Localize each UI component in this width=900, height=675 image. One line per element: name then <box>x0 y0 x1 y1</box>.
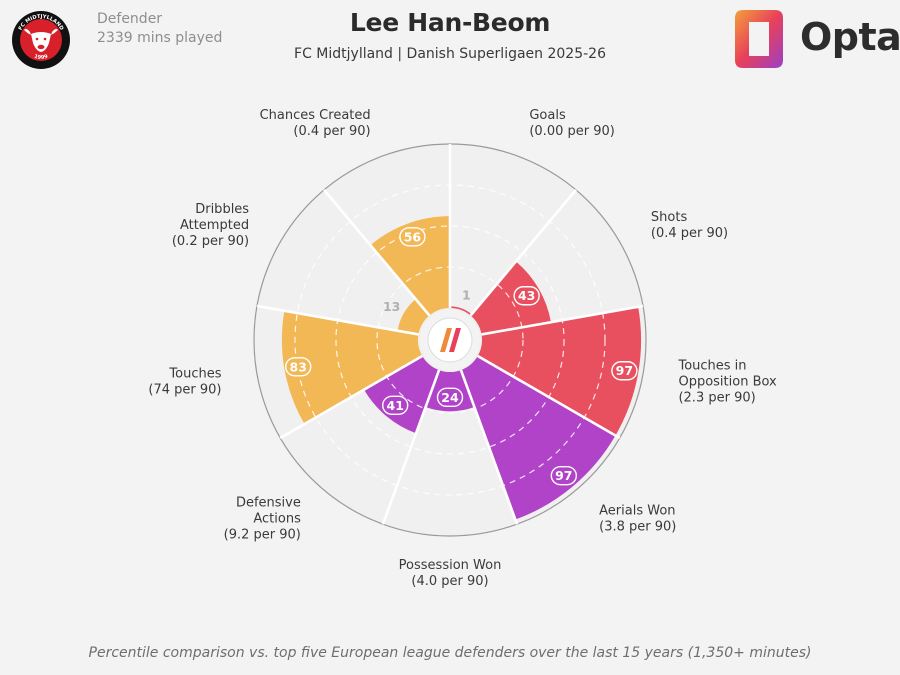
metric-label-5: Actions <box>253 512 301 527</box>
metric-detail-1: (0.4 per 90) <box>651 226 728 241</box>
bar-1 <box>470 261 551 335</box>
bar-2 <box>477 306 642 436</box>
metric-detail-4: (4.0 per 90) <box>411 574 488 589</box>
metric-label-7: Attempted <box>180 218 249 233</box>
value-label-6: 83 <box>290 359 307 374</box>
value-label-1: 43 <box>518 288 535 303</box>
metric-detail-2: (2.3 per 90) <box>678 390 755 405</box>
minutes-played: 2339 mins played <box>97 30 223 46</box>
value-label-0: 1 <box>462 288 471 303</box>
metric-label-8: Chances Created <box>260 108 371 123</box>
value-pill-3 <box>550 465 578 486</box>
value-pill-6 <box>285 357 312 377</box>
value-label-5: 41 <box>387 398 404 413</box>
wedge-separator-7 <box>256 304 419 336</box>
badge-bottom-text: 1999 <box>33 54 49 61</box>
wedge-separator-2 <box>481 304 644 336</box>
metric-label-1: Shots <box>651 210 688 225</box>
metric-label-3: Aerials Won <box>599 504 675 519</box>
wedge-separator-8 <box>323 189 431 317</box>
value-pill-8 <box>399 227 426 247</box>
metric-detail-6: (74 per 90) <box>148 382 221 397</box>
value-label-8: 56 <box>404 229 422 244</box>
bar-3 <box>460 356 616 520</box>
bar-0 <box>450 306 472 316</box>
bar-8 <box>370 216 450 316</box>
svg-text:1999: 1999 <box>33 54 49 61</box>
value-pill-2 <box>611 361 638 381</box>
wedge-separator-3 <box>477 354 621 440</box>
value-label-2: 97 <box>616 363 633 378</box>
hub-circle <box>427 317 473 363</box>
metric-detail-0: (0.00 per 90) <box>529 124 615 139</box>
bull-head-icon <box>24 28 58 52</box>
wedge-separator-6 <box>279 354 423 440</box>
value-label-7: 13 <box>383 299 400 314</box>
opta-logo-icon <box>735 10 783 68</box>
wedge-separator-5 <box>381 369 441 525</box>
value-label-3: 97 <box>555 468 572 483</box>
gridline-50 <box>335 225 565 455</box>
value-pill-1 <box>513 286 540 306</box>
value-pill-4 <box>436 387 464 408</box>
value-pill-5 <box>382 395 409 415</box>
team-competition: FC Midtjylland | Danish Superligaen 2025… <box>294 46 606 62</box>
metric-label-0: Goals <box>529 108 566 123</box>
opta-brand-text: Opta <box>800 15 900 59</box>
page-title: Lee Han-Beom <box>349 8 551 37</box>
metric-label-7: Dribbles <box>195 202 249 217</box>
metric-label-2: Opposition Box <box>678 374 777 389</box>
metric-label-2: Touches in <box>677 358 746 373</box>
player-position: Defender <box>97 11 163 27</box>
value-label-4: 24 <box>441 390 459 405</box>
metric-detail-8: (0.4 per 90) <box>293 124 370 139</box>
metric-detail-5: (9.2 per 90) <box>224 528 301 543</box>
metric-label-6: Touches <box>168 366 221 381</box>
wedge-separator-4 <box>459 369 519 525</box>
metric-detail-3: (3.8 per 90) <box>599 520 676 535</box>
metric-label-5: Defensive <box>236 496 301 511</box>
opta-mark-icon <box>440 328 461 352</box>
player-meta: Defender 2339 mins played <box>97 10 222 48</box>
club-badge: FC MIDTJYLLAND 1999 <box>12 11 70 69</box>
metric-detail-7: (0.2 per 90) <box>172 234 249 249</box>
metric-label-4: Possession Won <box>399 558 502 573</box>
wedge-separator-1 <box>469 189 577 317</box>
bar-6 <box>281 310 423 425</box>
footnote: Percentile comparison vs. top five Europ… <box>88 645 812 661</box>
